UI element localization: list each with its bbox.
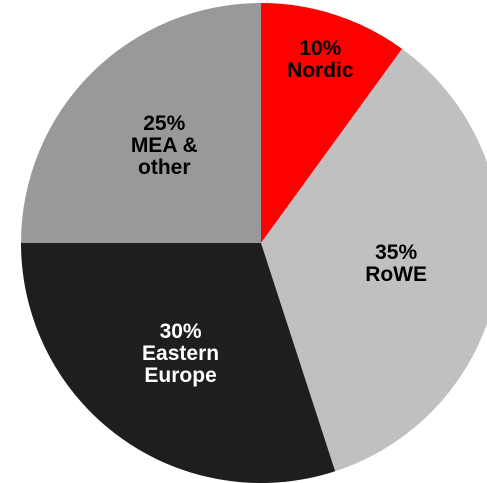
category-label: Eastern Europe <box>142 341 220 387</box>
value-label: 25% <box>143 112 186 136</box>
category-label: RoWE <box>365 263 428 287</box>
slice-label: 25% MEA & other <box>104 113 224 179</box>
pie-slice <box>261 3 403 243</box>
value-label: 35% <box>375 241 418 265</box>
pie-slice <box>21 243 336 483</box>
category-label: MEA & other <box>130 134 198 180</box>
slice-label: 35% RoWE <box>336 242 456 286</box>
slice-label: 30% Eastern Europe <box>121 319 241 387</box>
slice-label: 10% Nordic <box>260 38 380 82</box>
pie-slice <box>261 48 487 472</box>
category-label: Nordic <box>287 59 354 83</box>
value-label: 10% <box>299 37 342 61</box>
pie-slice <box>21 3 261 243</box>
value-label: 30% <box>159 319 202 343</box>
